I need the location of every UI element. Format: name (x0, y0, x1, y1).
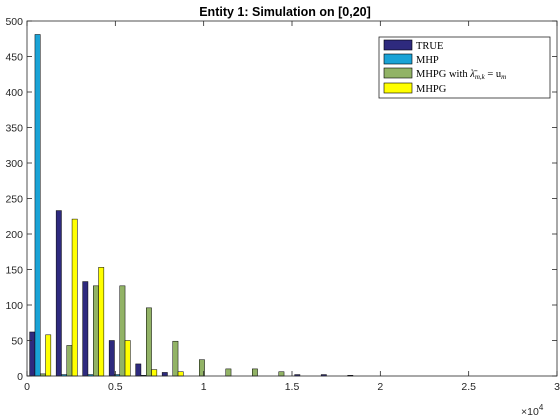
x-ticks-group: 0 0.5 1 1.5 2 2.5 3 (24, 21, 560, 393)
y-tick-label: 200 (5, 229, 23, 241)
bar-0-1 (55, 210, 62, 377)
y-tick-label: 400 (5, 87, 23, 99)
y-tick-label: 250 (5, 194, 23, 206)
y-tick-label: 0 (17, 371, 23, 383)
legend-label-true: TRUE (416, 41, 443, 52)
bar-0-0 (29, 331, 36, 377)
bar-3-2 (98, 267, 105, 377)
bar-1-0 (34, 34, 41, 377)
legend-swatch-mhpg (383, 82, 413, 94)
y-tick-label: 350 (5, 123, 23, 135)
bar-2-7 (225, 368, 232, 377)
legend-swatch-mhpg-lambda (383, 67, 413, 79)
y-tick-label: 50 (11, 336, 23, 348)
y-tick-label: 150 (5, 265, 23, 277)
x-tick-label: 0.5 (108, 381, 123, 393)
legend-label-mhpg: MHPG (416, 84, 447, 95)
y-tick-label: 450 (5, 52, 23, 64)
y-tick-label: 300 (5, 158, 23, 170)
legend-label-mhpg-lambda: MHPG with λ̄m,k = um (416, 69, 506, 81)
x-tick-label: 1 (201, 381, 207, 393)
x-tick-label: 0 (24, 381, 30, 393)
bar-0-3 (108, 340, 115, 377)
bar-3-1 (71, 218, 78, 377)
bar-2-5 (172, 340, 179, 377)
bar-2-1 (66, 345, 73, 377)
legend-swatch-true (383, 39, 413, 51)
bar-2-4 (146, 307, 152, 377)
x-axis-exponent: ×104 (521, 403, 544, 418)
legend-label-mhp: MHP (416, 55, 439, 66)
y-tick-label: 100 (5, 300, 23, 312)
bar-3-0 (45, 334, 52, 377)
bar-2-8 (252, 368, 258, 377)
bar-0-2 (82, 281, 89, 377)
y-ticks-group: 0 50 100 150 200 250 300 350 400 450 500 (5, 16, 557, 383)
x-tick-label: 1.5 (285, 381, 300, 393)
bar-3-4 (151, 369, 158, 377)
x-tick-label: 2.5 (461, 381, 476, 393)
legend: TRUE MHP MHPG with λ̄m,k = um MHPG (378, 36, 551, 99)
bar-2-9 (278, 371, 285, 377)
y-tick-label: 500 (5, 16, 23, 28)
bar-0-4 (135, 363, 142, 377)
x-tick-label: 3 (554, 381, 560, 393)
bar-2-3 (119, 285, 126, 377)
bar-3-3 (124, 340, 131, 377)
x-tick-label: 2 (377, 381, 383, 393)
bar-3-5 (177, 371, 184, 377)
bar-2-2 (93, 285, 99, 377)
bar-0-5 (161, 372, 168, 377)
legend-swatch-mhp (383, 53, 413, 65)
chart-title: Entity 1: Simulation on [0,20] (199, 5, 371, 19)
